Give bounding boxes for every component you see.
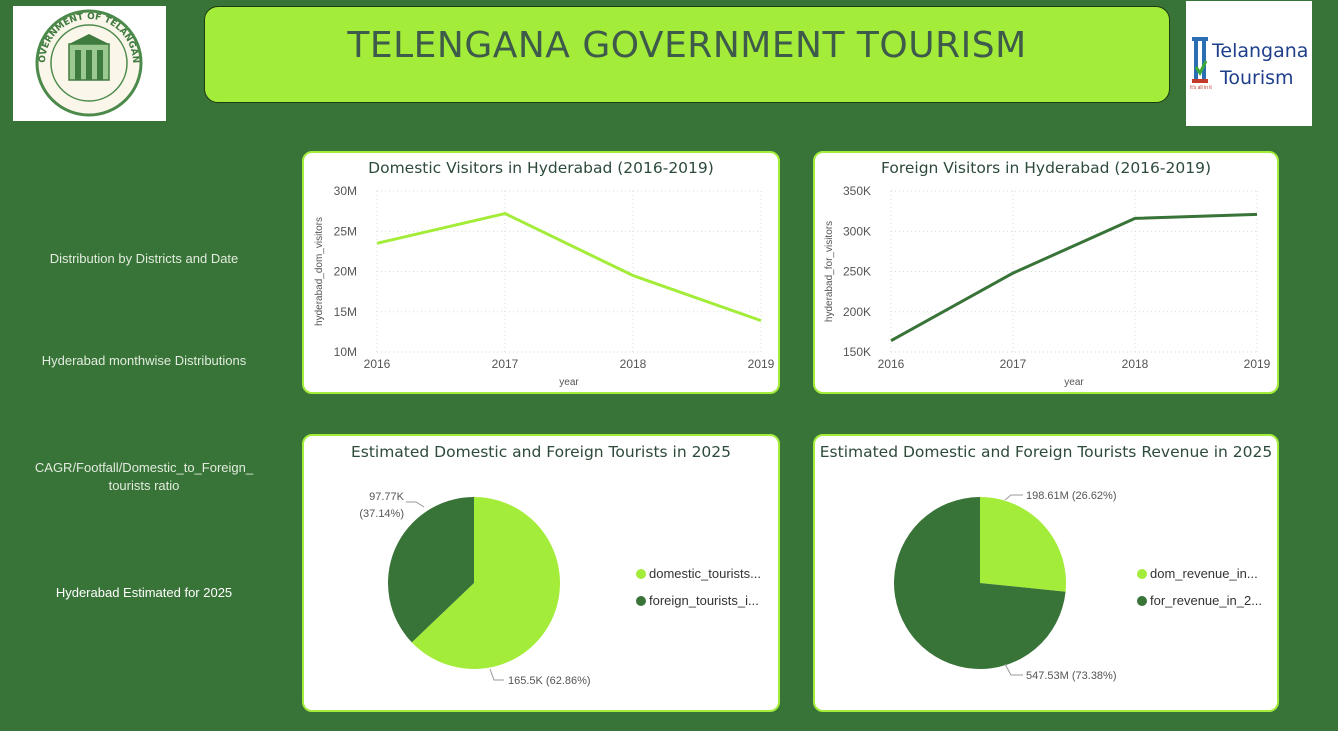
- leader-line: [1004, 494, 1023, 501]
- series-line: [376, 212, 762, 323]
- x-tick-label: 2016: [878, 357, 905, 371]
- telangana-tourism-logo: Telangana Tourism It's all in it: [1186, 1, 1312, 126]
- series-line: [890, 212, 1258, 343]
- x-tick-label: 2018: [1122, 357, 1149, 371]
- page-title: TELENGANA GOVERNMENT TOURISM: [347, 25, 1027, 66]
- legend-item-dom-revenue[interactable]: dom_revenue_in...: [1137, 566, 1258, 581]
- revenue-2025-card: Estimated Domestic and Foreign Tourists …: [813, 434, 1279, 712]
- x-tick-label: 2018: [620, 357, 647, 371]
- tourism-logo-line2: Tourism: [1219, 67, 1294, 89]
- y-axis-label: hyderabad_for_visitors: [824, 221, 835, 322]
- pie-slice: [388, 497, 474, 643]
- legend-label: domestic_tourists...: [649, 566, 761, 581]
- x-axis-label: year: [1064, 377, 1084, 388]
- legend-swatch: [1137, 569, 1147, 579]
- y-tick-label: 25M: [334, 224, 357, 238]
- tourism-logo-line1: Telangana: [1211, 40, 1308, 62]
- legend-swatch: [636, 596, 646, 606]
- y-tick-label: 150K: [843, 345, 871, 359]
- pie-slice: [980, 497, 1066, 592]
- y-tick-label: 300K: [843, 224, 871, 238]
- foreign-visitors-card: Foreign Visitors in Hyderabad (2016-2019…: [813, 151, 1279, 394]
- nav-distribution-by-districts[interactable]: Distribution by Districts and Date: [49, 251, 239, 266]
- chart-title: Foreign Visitors in Hyderabad (2016-2019…: [880, 159, 1211, 177]
- y-tick-label: 30M: [334, 184, 357, 198]
- data-label: 547.53M (73.38%): [1026, 670, 1117, 682]
- y-axis-label: hyderabad_dom_visitors: [314, 217, 325, 326]
- domestic-visitors-card: Domestic Visitors in Hyderabad (2016-201…: [302, 151, 780, 394]
- chart-title: Domestic Visitors in Hyderabad (2016-201…: [368, 159, 714, 177]
- y-tick-label: 350K: [843, 184, 871, 198]
- x-axis-label: year: [559, 377, 579, 388]
- chart-title: Estimated Domestic and Foreign Tourists …: [819, 443, 1273, 461]
- data-label: (37.14%): [359, 508, 404, 520]
- y-tick-label: 10M: [334, 345, 357, 359]
- y-tick-label: 250K: [843, 265, 871, 279]
- nav-hyderabad-estimated-2025[interactable]: Hyderabad Estimated for 2025: [55, 585, 233, 600]
- x-tick-label: 2016: [364, 357, 391, 371]
- title-banner: TELENGANA GOVERNMENT TOURISM: [204, 6, 1170, 103]
- legend-item-for-revenue[interactable]: for_revenue_in_2...: [1137, 593, 1262, 608]
- tourism-logo-tagline: It's all in it: [1190, 85, 1212, 91]
- legend-label: for_revenue_in_2...: [1150, 593, 1263, 608]
- legend-swatch: [1137, 596, 1147, 606]
- x-tick-label: 2019: [748, 357, 775, 371]
- leader-line: [489, 668, 504, 681]
- pie-slice: [894, 497, 1066, 669]
- y-tick-label: 20M: [334, 265, 357, 279]
- leader-line: [1004, 663, 1023, 676]
- tourists-2025-pie-chart: 97.77K (37.14%) 165.5K (62.86%): [359, 491, 591, 687]
- legend-label: foreign_tourists_i...: [649, 593, 759, 608]
- data-label: 97.77K: [369, 491, 405, 503]
- chart-title: Estimated Domestic and Foreign Tourists …: [350, 443, 732, 461]
- pie-slice: [411, 497, 560, 669]
- domestic-visitors-line-chart: 10M 15M 20M 25M 30M 2016 2017 2018 2019 year hyder…: [314, 184, 775, 388]
- nav-hyderabad-monthwise[interactable]: Hyderabad monthwise Distributions: [41, 353, 247, 368]
- y-tick-label: 15M: [334, 305, 357, 319]
- seal-icon: GOVERNMENT OF TELANGANA: [9, 0, 143, 117]
- legend-item-foreign[interactable]: foreign_tourists_i...: [636, 593, 759, 608]
- x-tick-label: 2017: [492, 357, 519, 371]
- data-label: 198.61M (26.62%): [1026, 490, 1117, 502]
- revenue-2025-pie-chart: 198.61M (26.62%) 547.53M (73.38%): [894, 490, 1117, 682]
- x-tick-label: 2017: [1000, 357, 1027, 371]
- legend-swatch: [636, 569, 646, 579]
- leader-line: [406, 501, 425, 508]
- legend-label: dom_revenue_in...: [1150, 566, 1258, 581]
- nav-cagr-footfall-ratio[interactable]: CAGR/Footfall/Domestic_to_Foreign_ touri…: [34, 460, 254, 493]
- x-tick-label: 2019: [1244, 357, 1271, 371]
- tourism-logo-icon: Telangana Tourism It's all in it: [1190, 37, 1308, 91]
- data-label: 165.5K (62.86%): [508, 675, 591, 687]
- y-tick-label: 200K: [843, 305, 871, 319]
- legend-item-domestic[interactable]: domestic_tourists...: [636, 566, 761, 581]
- tourists-2025-card: Estimated Domestic and Foreign Tourists …: [302, 434, 780, 712]
- telangana-government-logo: GOVERNMENT OF TELANGANA: [9, 0, 166, 121]
- foreign-visitors-line-chart: 150K 200K 250K 300K 350K 2016 2017 2018 2019 year…: [824, 184, 1271, 388]
